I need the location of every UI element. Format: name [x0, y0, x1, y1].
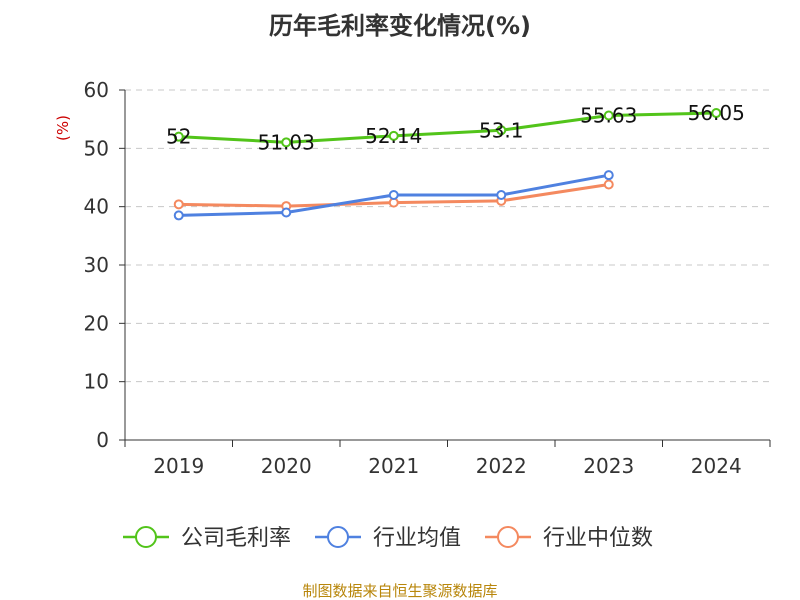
legend-label: 行业中位数 — [543, 526, 653, 551]
y-tick-label: 60 — [84, 78, 109, 102]
data-point — [281, 207, 292, 218]
data-label: 55.63 — [580, 103, 637, 127]
source-note: 制图数据来自恒生聚源数据库 — [302, 582, 497, 600]
legend-swatch-marker — [135, 526, 157, 548]
x-tick-label: 2020 — [261, 454, 312, 478]
series-line — [178, 111, 717, 144]
series-lines — [173, 108, 722, 221]
data-point — [711, 108, 722, 119]
y-axis-unit-label: (%) — [54, 115, 72, 141]
x-tick-label: 2021 — [368, 454, 419, 478]
data-point — [603, 110, 614, 121]
y-tick-label: 50 — [84, 136, 109, 160]
data-point — [388, 130, 399, 141]
data-label: 56.05 — [688, 101, 745, 125]
grid-lines — [125, 89, 770, 383]
x-tick-label: 2022 — [476, 454, 527, 478]
data-label: 51.03 — [258, 130, 315, 154]
data-label: 52.14 — [365, 124, 422, 148]
y-tick-label: 20 — [84, 311, 109, 335]
legend-swatch-marker — [327, 526, 349, 548]
y-tick-label: 40 — [84, 195, 109, 219]
y-tick-label: 10 — [84, 370, 109, 394]
data-point — [496, 125, 507, 136]
data-point — [173, 131, 184, 142]
data-point — [603, 170, 614, 181]
legend-swatch-marker — [497, 526, 519, 548]
data-point — [173, 199, 184, 210]
data-point — [388, 190, 399, 200]
data-point — [173, 210, 184, 221]
data-label: 52 — [166, 125, 191, 149]
legend-label: 公司毛利率 — [181, 526, 291, 551]
x-tick-label: 2023 — [583, 454, 634, 478]
axes: 0 10 20 30 40 50 60 2019 2020 2021 2022 2023 2024 — [84, 78, 771, 478]
data-label: 53.1 — [479, 118, 524, 142]
data-point — [496, 190, 507, 200]
y-tick-label: 0 — [96, 428, 109, 452]
x-tick-label: 2024 — [691, 454, 742, 478]
data-labels: 52 51.03 52.14 53.1 55.63 56.05 — [166, 101, 745, 154]
chart-title: 历年毛利率变化情况(%) — [269, 12, 531, 40]
y-tick-label: 30 — [84, 253, 109, 277]
data-point — [281, 137, 292, 148]
legend: 公司毛利率 行业均值 行业中位数 — [123, 526, 653, 551]
data-point — [603, 179, 614, 190]
legend-label: 行业均值 — [373, 526, 461, 551]
x-tick-label: 2019 — [153, 454, 204, 478]
